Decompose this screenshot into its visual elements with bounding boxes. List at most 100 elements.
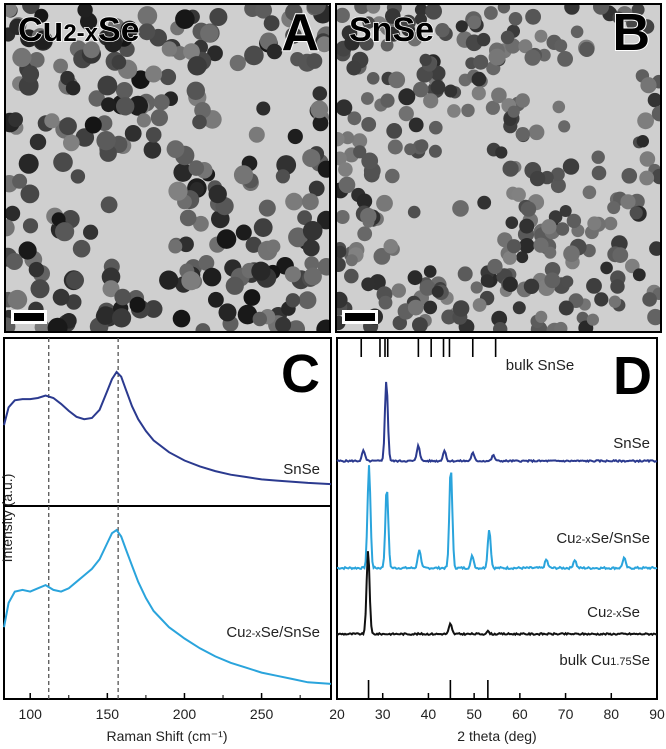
nanoparticle [337, 291, 348, 309]
nanoparticle [175, 9, 195, 29]
nanoparticle [104, 34, 122, 53]
nanoparticle [52, 288, 70, 306]
nanoparticle [229, 54, 246, 72]
nanoparticle [6, 205, 21, 222]
nanoparticle [316, 319, 329, 331]
nanoparticle [557, 51, 573, 67]
tem-a-label-main: Cu [17, 10, 64, 50]
nanoparticle [476, 32, 491, 47]
nanoparticle [629, 206, 643, 220]
nanoparticle [115, 82, 133, 99]
nanoparticle [346, 60, 362, 76]
nanoparticle [407, 205, 421, 219]
panel-d-reference-patterns [360, 338, 497, 699]
nanoparticle [216, 229, 237, 249]
nanoparticle [124, 124, 142, 142]
nanoparticle [53, 58, 68, 74]
label-d-snse: SnSe [613, 435, 650, 452]
nanoparticle [502, 160, 519, 177]
nanoparticle [533, 237, 549, 253]
nanoparticle [380, 93, 395, 108]
nanoparticle [22, 218, 39, 234]
nanoparticle [345, 254, 358, 267]
panel-letter-c: C [281, 344, 320, 404]
nanoparticle [518, 39, 533, 54]
label-d-mix: Cu2-xSe/SnSe [556, 530, 650, 547]
nanoparticle [361, 152, 379, 170]
nanoparticle [198, 255, 215, 271]
nanoparticle [413, 81, 429, 98]
nanoparticle [620, 194, 636, 210]
nanoparticle [251, 261, 271, 281]
nanoparticle [511, 187, 526, 202]
nanoparticle [497, 5, 511, 14]
nanoparticle [471, 86, 486, 101]
nanoparticle [473, 54, 489, 70]
nanoparticle [179, 209, 197, 227]
nanoparticle [423, 300, 438, 315]
nanoparticle [359, 36, 374, 51]
nanoparticle [287, 128, 303, 145]
nanoparticle [603, 216, 618, 231]
nanoparticle [252, 311, 267, 327]
nanoparticle [550, 178, 566, 194]
nanoparticle [554, 321, 568, 331]
label-d-cu-end: Se [622, 604, 640, 621]
nanoparticle [168, 239, 183, 254]
nanoparticle [243, 289, 261, 306]
nanoparticle [6, 5, 17, 18]
label-d-mix-main: Cu [556, 530, 575, 547]
nanoparticle [341, 131, 355, 145]
nanoparticle [639, 19, 655, 34]
nanoparticle [263, 15, 280, 32]
tem-a-label-sub: 2-x [63, 19, 99, 48]
nanoparticle [452, 200, 469, 217]
nanoparticle [552, 100, 566, 114]
label-d-cu: Cu2-xSe [587, 604, 640, 621]
nanoparticle [114, 288, 131, 306]
nanoparticle [116, 97, 135, 116]
nanoparticle [101, 267, 121, 287]
nanoparticle [6, 253, 23, 270]
x-tick-label: 200 [173, 706, 197, 722]
nanoparticle [337, 99, 353, 116]
nanoparticle [651, 168, 660, 185]
label-d-bulk-cu: bulk Cu1.75Se [559, 652, 650, 669]
nanoparticle [306, 5, 326, 15]
nanoparticle [419, 279, 436, 296]
nanoparticle [366, 72, 380, 85]
nanoparticle [520, 201, 537, 217]
nanoparticle [208, 184, 227, 204]
nanoparticle [209, 8, 228, 26]
nanoparticle [435, 23, 450, 38]
axis-label-c-y: Intensity (a.u.) [0, 474, 15, 563]
nanoparticle [101, 97, 116, 113]
nanoparticle [512, 301, 526, 315]
nanoparticle [200, 24, 219, 43]
label-d-cu-main: Cu [587, 604, 606, 621]
nanoparticle [385, 168, 400, 184]
nanoparticle [452, 300, 470, 317]
nanoparticle [612, 247, 629, 263]
nanoparticle [491, 87, 507, 104]
nanoparticle [6, 219, 15, 237]
nanoparticle [6, 317, 16, 331]
nanoparticle [34, 319, 50, 331]
nanoparticle [337, 210, 350, 224]
nanoparticle [112, 308, 132, 328]
nanoparticle [419, 53, 432, 66]
nanoparticle [53, 152, 73, 172]
label-c-mix: Cu2-xSe/SnSe [226, 624, 320, 641]
nanoparticle [642, 292, 657, 307]
nanoparticle [525, 8, 541, 25]
nanoparticle [47, 317, 68, 331]
x-tick-label: 90 [649, 706, 665, 722]
nanoparticle [586, 313, 599, 326]
nanoparticle [593, 5, 609, 15]
panel-c-x-ticks: 100 150 200 250 [19, 693, 301, 722]
nanoparticle [524, 49, 541, 66]
nanoparticle [582, 185, 597, 200]
nanoparticle [356, 193, 373, 209]
nanoparticle [298, 291, 317, 310]
label-d-bulk-cu-main: bulk Cu [559, 652, 610, 669]
